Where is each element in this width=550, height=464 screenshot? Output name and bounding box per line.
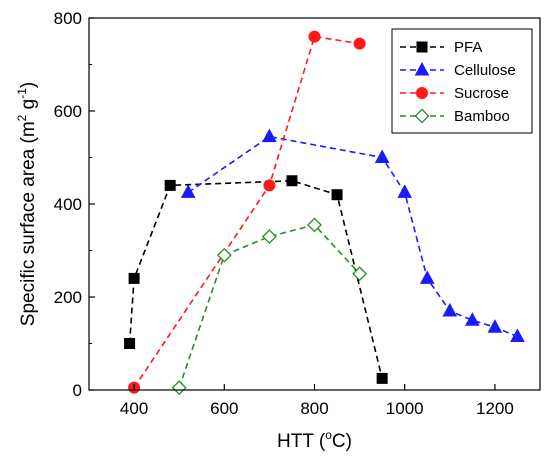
legend-item-bamboo: Bamboo xyxy=(400,108,510,125)
legend-item-pfa: PFA xyxy=(400,39,482,56)
data-point-cellulose xyxy=(487,319,503,333)
data-point-bamboo xyxy=(171,380,187,396)
y-tick-label: 600 xyxy=(54,102,82,121)
series-pfa xyxy=(124,175,388,384)
data-point-pfa xyxy=(286,175,298,187)
series-layer xyxy=(124,30,525,396)
data-point-sucrose xyxy=(353,37,366,50)
data-point-pfa xyxy=(376,372,388,384)
y-tick-label: 0 xyxy=(73,381,82,400)
x-tick-label: 1200 xyxy=(476,399,514,418)
legend-item-cellulose: Cellulose xyxy=(400,61,516,79)
data-point-pfa xyxy=(331,189,343,201)
data-point-pfa xyxy=(128,272,140,284)
data-point-cellulose xyxy=(397,184,413,198)
data-point-cellulose xyxy=(262,128,277,143)
x-axis-title-main: HTT ( xyxy=(277,431,326,452)
legend-marker-pfa xyxy=(416,41,428,53)
x-tick-label: 400 xyxy=(120,399,148,418)
y-axis-title: Specific surface area (m2 g-1) xyxy=(15,82,39,326)
x-axis-title: HTT (oC) xyxy=(277,428,352,452)
data-point-cellulose xyxy=(442,302,458,317)
x-tick-label: 1000 xyxy=(386,399,424,418)
y-axis-title-sup-neg1: -1 xyxy=(15,88,29,99)
legend-label-pfa: PFA xyxy=(454,39,482,56)
x-tick-label: 600 xyxy=(210,399,238,418)
data-point-bamboo xyxy=(261,229,277,244)
y-tick-label: 200 xyxy=(54,288,82,307)
series-line-sucrose xyxy=(133,35,360,389)
y-tick-label: 400 xyxy=(54,195,82,214)
data-point-bamboo xyxy=(352,266,368,282)
y-axis-title-main: Specific surface area (m xyxy=(18,121,39,326)
data-point-pfa xyxy=(164,179,176,191)
legend-marker-bamboo xyxy=(414,108,430,124)
series-sucrose xyxy=(128,30,366,394)
legend-label-cellulose: Cellulose xyxy=(454,62,516,79)
y-axis-title-sup-2: 2 xyxy=(15,114,29,121)
legend-label-sucrose: Sucrose xyxy=(454,85,509,102)
data-point-cellulose xyxy=(465,312,480,326)
data-point-bamboo xyxy=(307,217,322,233)
x-axis-title-unit: C) xyxy=(332,431,352,452)
data-point-sucrose xyxy=(263,179,276,192)
y-tick-label: 800 xyxy=(54,9,82,28)
y-axis-title-close: ) xyxy=(18,82,39,88)
x-tick-label: 800 xyxy=(300,399,328,418)
series-cellulose xyxy=(180,128,525,343)
series-line-cellulose xyxy=(187,135,518,338)
data-point-sucrose xyxy=(308,30,321,43)
x-axis-title-degree: o xyxy=(325,428,332,442)
ticks-layer: 400 600 800 1000 1200 0 200 400 600 800 xyxy=(54,9,514,418)
legend-marker-cellulose xyxy=(414,61,430,76)
legend-label-bamboo: Bamboo xyxy=(454,108,510,125)
series-line-bamboo xyxy=(178,224,361,388)
legend-marker-sucrose xyxy=(416,87,428,99)
y-axis-title-g: g xyxy=(18,99,39,115)
data-point-cellulose xyxy=(510,328,525,343)
data-point-bamboo xyxy=(216,247,232,263)
series-line-pfa xyxy=(128,179,383,379)
legend-item-sucrose: Sucrose xyxy=(400,85,509,102)
legend: PFA Cellulose Sucrose Bamboo xyxy=(391,28,533,134)
series-bamboo xyxy=(171,217,368,396)
data-point-pfa xyxy=(124,338,136,349)
data-point-cellulose xyxy=(180,184,196,198)
data-point-cellulose xyxy=(419,270,435,284)
data-point-cellulose xyxy=(374,149,390,163)
